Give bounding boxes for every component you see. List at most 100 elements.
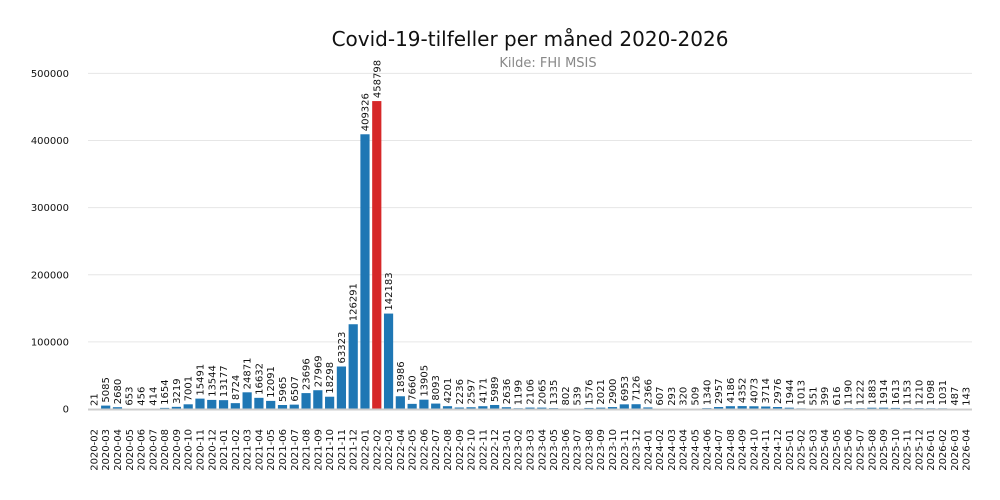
x-tick-label: 2023-09	[596, 429, 607, 471]
x-tick-label: 2020-11	[195, 429, 206, 471]
bar-value-label: 399	[820, 387, 831, 406]
bar-value-label: 2900	[608, 379, 619, 404]
x-tick-label: 2026-03	[950, 429, 961, 471]
bar	[584, 407, 594, 409]
bar-value-label: 2680	[113, 379, 124, 404]
x-tick-label: 2023-11	[620, 429, 631, 471]
bar	[242, 392, 252, 409]
x-tick-label: 2026-01	[926, 429, 937, 471]
bar	[749, 406, 759, 409]
x-tick-label: 2025-10	[891, 429, 902, 471]
bar	[160, 407, 170, 409]
x-tick-label: 2021-03	[243, 429, 254, 471]
y-axis-ticks: 0 100000 200000 300000 400000 500000	[31, 69, 69, 416]
bar-value-label: 4073	[749, 378, 760, 403]
bar	[501, 407, 512, 409]
x-tick-label: 2022-02	[372, 429, 383, 471]
x-tick-label: 2021-05	[266, 429, 277, 471]
bar-value-label: 1883	[867, 379, 878, 404]
x-tick-label: 2021-06	[278, 429, 289, 471]
bar-value-label: 16632	[254, 363, 265, 395]
y-tick-label: 400000	[31, 136, 69, 147]
bar-value-label: 607	[655, 386, 666, 405]
bar-value-label: 143	[962, 387, 973, 406]
bar-value-label: 23696	[302, 358, 313, 390]
x-tick-label: 2025-05	[832, 429, 843, 471]
x-tick-label: 2025-02	[797, 429, 808, 471]
x-tick-label: 2020-05	[125, 429, 136, 471]
bar	[360, 134, 370, 409]
bar-value-label: 2976	[773, 379, 784, 404]
x-tick-label: 2023-06	[561, 429, 572, 471]
bar-value-label: 3714	[761, 378, 772, 403]
bars	[89, 101, 971, 409]
bar-value-label: 487	[950, 387, 961, 406]
bar	[431, 403, 441, 409]
x-tick-label: 2021-08	[302, 429, 313, 471]
x-tick-label: 2024-10	[749, 429, 760, 471]
bar	[772, 407, 783, 409]
bar-value-label: 63323	[337, 332, 348, 364]
x-tick-label: 2020-02	[89, 429, 100, 471]
bar	[266, 400, 276, 409]
bar	[395, 396, 405, 409]
x-tick-label: 2022-11	[478, 429, 489, 471]
bar-value-label: 551	[808, 387, 819, 406]
bar-value-label: 4186	[726, 378, 737, 403]
x-tick-label: 2025-03	[808, 429, 819, 471]
bar-value-label: 1210	[914, 380, 925, 405]
bar	[112, 407, 123, 409]
x-tick-label: 2022-07	[431, 429, 442, 471]
x-tick-label: 2021-09	[313, 429, 324, 471]
x-tick-label: 2021-02	[231, 429, 242, 471]
bar-value-label: 458798	[372, 60, 383, 98]
bar-value-label: 7126	[632, 376, 643, 401]
bar	[784, 407, 794, 409]
x-tick-label: 2023-05	[549, 429, 560, 471]
bar-value-label: 13905	[419, 365, 430, 397]
bar-value-label: 1199	[514, 380, 525, 405]
bar-value-label: 18986	[396, 361, 407, 393]
bar-value-label: 1190	[844, 380, 855, 405]
bar-value-label: 12091	[266, 366, 277, 398]
x-tick-label: 2022-08	[443, 429, 454, 471]
bar	[454, 407, 464, 409]
bar	[254, 397, 264, 409]
bar	[348, 324, 358, 409]
bar	[313, 390, 323, 409]
bar-value-label: 653	[125, 386, 136, 405]
bar	[867, 407, 877, 409]
bar-value-label: 2021	[596, 379, 607, 404]
bar	[101, 405, 111, 409]
bar	[442, 406, 453, 409]
bar-value-label: 126291	[349, 283, 360, 321]
bar	[325, 396, 335, 409]
x-tick-label: 2021-11	[337, 429, 348, 471]
bar	[643, 407, 653, 409]
bar-value-label: 8724	[231, 375, 242, 400]
chart-title: Covid-19-tilfeller per måned 2020-2026	[332, 27, 729, 51]
bar	[607, 407, 618, 409]
bar	[230, 403, 240, 409]
bar-value-label: 6507	[290, 376, 301, 401]
bar-value-label: 1340	[702, 380, 713, 405]
x-tick-label: 2022-03	[384, 429, 395, 471]
y-tick-label: 300000	[31, 203, 69, 214]
x-tick-label: 2022-10	[467, 429, 478, 471]
x-tick-label: 2025-11	[903, 429, 914, 471]
x-tick-label: 2026-04	[962, 429, 973, 471]
bar	[537, 407, 547, 409]
bar-value-label: 1613	[891, 379, 902, 404]
x-tick-label: 2024-06	[702, 429, 713, 471]
bar-value-label: 21	[89, 393, 100, 406]
bar	[725, 406, 735, 409]
x-tick-label: 2020-08	[160, 429, 171, 471]
bar-value-label: 2065	[537, 379, 548, 404]
bar-value-label: 1914	[879, 379, 890, 404]
bar-value-label: 1222	[856, 380, 867, 405]
bar-value-label: 2106	[526, 379, 537, 404]
bar-value-label: 456	[137, 387, 148, 406]
x-tick-label: 2023-07	[573, 429, 584, 471]
bar	[301, 393, 311, 409]
bar-value-label: 616	[832, 386, 843, 405]
